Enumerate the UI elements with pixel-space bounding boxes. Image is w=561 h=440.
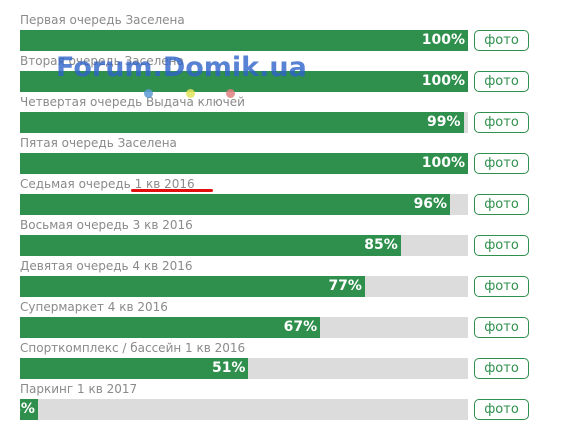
photo-button[interactable]: фото bbox=[474, 276, 529, 297]
photo-button[interactable]: фото bbox=[474, 358, 529, 379]
progress-percent: 100% bbox=[421, 73, 465, 89]
progress-fill: 67% bbox=[20, 317, 321, 338]
progress-fill: 77% bbox=[20, 276, 365, 297]
progress-bar: 100% bbox=[20, 30, 468, 51]
row-label: Пятая очередь Заселена bbox=[20, 136, 177, 150]
photo-button[interactable]: фото bbox=[474, 399, 529, 420]
progress-row: Седьмая очередь 1 кв 2016 96% фото bbox=[20, 176, 540, 217]
photo-button[interactable]: фото bbox=[474, 153, 529, 174]
progress-percent: 100% bbox=[421, 155, 465, 171]
row-label: Четвертая очередь Выдача ключей bbox=[20, 95, 245, 109]
progress-percent: 96% bbox=[413, 196, 448, 212]
progress-row: Первая очередь Заселена 100% фото bbox=[20, 12, 540, 53]
row-label: Вторая очередь Заселена bbox=[20, 54, 184, 68]
photo-button[interactable]: фото bbox=[474, 71, 529, 92]
row-label: Первая очередь Заселена bbox=[20, 13, 185, 27]
progress-row: Паркинг 1 кв 2017 4% фото bbox=[11, 381, 540, 422]
progress-percent: 99% bbox=[427, 114, 461, 130]
photo-button[interactable]: фото bbox=[474, 235, 529, 256]
row-label: Супермаркет 4 кв 2016 bbox=[20, 300, 168, 314]
progress-row: Спорткомплекс / бассейн 1 кв 2016 51% фо… bbox=[20, 340, 540, 381]
photo-button[interactable]: фото bbox=[474, 112, 529, 133]
progress-row: Супермаркет 4 кв 2016 67% фото bbox=[20, 299, 540, 340]
progress-bar: 51% bbox=[20, 358, 468, 379]
progress-percent: 51% bbox=[211, 360, 246, 376]
progress-bar: 67% bbox=[20, 317, 468, 338]
progress-fill: 51% bbox=[20, 358, 249, 379]
progress-percent: 77% bbox=[328, 278, 362, 294]
progress-list: Первая очередь Заселена 100% фото Вторая… bbox=[11, 12, 540, 422]
progress-bar: 85% bbox=[20, 235, 468, 256]
progress-bar: 99% bbox=[20, 112, 468, 133]
row-label: Седьмая очередь 1 кв 2016 bbox=[20, 177, 195, 191]
progress-fill: 85% bbox=[20, 235, 401, 256]
photo-button[interactable]: фото bbox=[474, 194, 529, 215]
progress-fill: 100% bbox=[20, 30, 468, 51]
progress-fill: 4% bbox=[11, 399, 38, 420]
progress-row: Девятая очередь 4 кв 2016 77% фото bbox=[20, 258, 540, 299]
row-label: Девятая очередь 4 кв 2016 bbox=[20, 259, 193, 273]
progress-percent: 100% bbox=[421, 32, 465, 48]
progress-bar: 4% bbox=[11, 399, 468, 420]
progress-row: Пятая очередь Заселена 100% фото bbox=[20, 135, 540, 176]
progress-row: Четвертая очередь Выдача ключей 99% фото bbox=[20, 94, 540, 135]
progress-percent: 4% bbox=[11, 401, 35, 417]
photo-button[interactable]: фото bbox=[474, 317, 529, 338]
progress-row: Восьмая очередь 3 кв 2016 85% фото bbox=[20, 217, 540, 258]
row-label: Паркинг 1 кв 2017 bbox=[20, 382, 138, 396]
progress-bar: 77% bbox=[20, 276, 468, 297]
progress-percent: 85% bbox=[364, 237, 398, 253]
row-label: Восьмая очередь 3 кв 2016 bbox=[20, 218, 193, 232]
progress-bar: 100% bbox=[20, 71, 468, 92]
photo-button[interactable]: фото bbox=[474, 30, 529, 51]
progress-fill: 100% bbox=[20, 153, 468, 174]
progress-percent: 67% bbox=[283, 319, 318, 335]
progress-row: Вторая очередь Заселена 100% фото bbox=[20, 53, 540, 94]
progress-fill: 100% bbox=[20, 71, 468, 92]
row-label: Спорткомплекс / бассейн 1 кв 2016 bbox=[20, 341, 246, 355]
progress-bar: 96% bbox=[20, 194, 468, 215]
progress-fill: 96% bbox=[20, 194, 451, 215]
progress-fill: 99% bbox=[20, 112, 464, 133]
progress-bar: 100% bbox=[20, 153, 468, 174]
